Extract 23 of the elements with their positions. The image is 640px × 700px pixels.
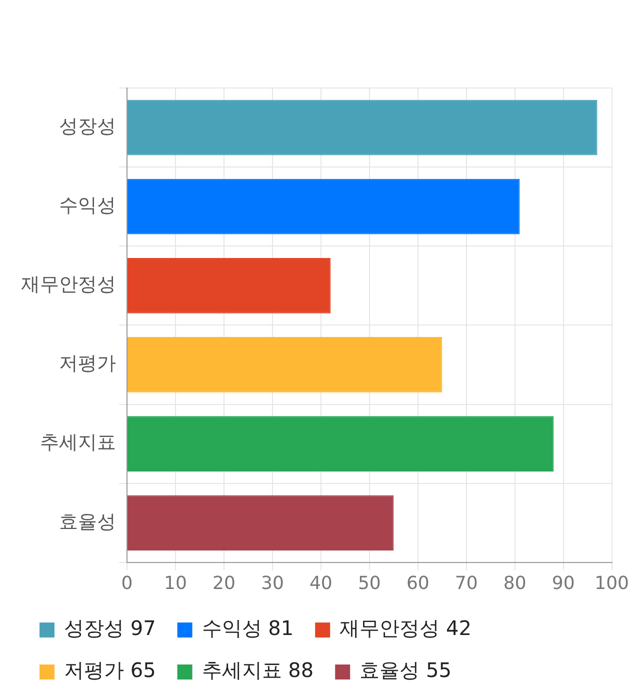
legend-label: 저평가 65 xyxy=(64,658,156,682)
y-tick-label: 효율성 xyxy=(59,510,116,533)
legend-label: 추세지표 88 xyxy=(202,658,314,682)
x-tick-label: 40 xyxy=(309,572,332,594)
y-tick-label: 성장성 xyxy=(59,115,116,138)
x-tick-label: 50 xyxy=(358,572,381,594)
x-tick-label: 80 xyxy=(503,572,526,594)
legend-label: 효율성 55 xyxy=(360,658,452,682)
x-tick-label: 20 xyxy=(212,572,236,594)
y-tick-label: 수익성 xyxy=(59,194,116,217)
x-tick-label: 90 xyxy=(552,572,575,594)
legend-label: 재무안정성 42 xyxy=(340,616,472,640)
y-tick-label: 저평가 xyxy=(59,352,116,375)
x-tick-label: 30 xyxy=(260,572,284,594)
legend-label: 수익성 81 xyxy=(202,616,294,640)
x-tick-label: 0 xyxy=(121,572,133,594)
legend-label: 성장성 97 xyxy=(64,616,156,640)
y-tick-label: 재무안정성 xyxy=(21,274,116,296)
x-tick-label: 10 xyxy=(164,572,187,594)
x-tick-label: 60 xyxy=(406,572,430,594)
x-tick-label: 100 xyxy=(594,572,629,594)
x-tick-label: 70 xyxy=(454,572,478,594)
y-tick-label: 추세지표 xyxy=(40,432,116,454)
